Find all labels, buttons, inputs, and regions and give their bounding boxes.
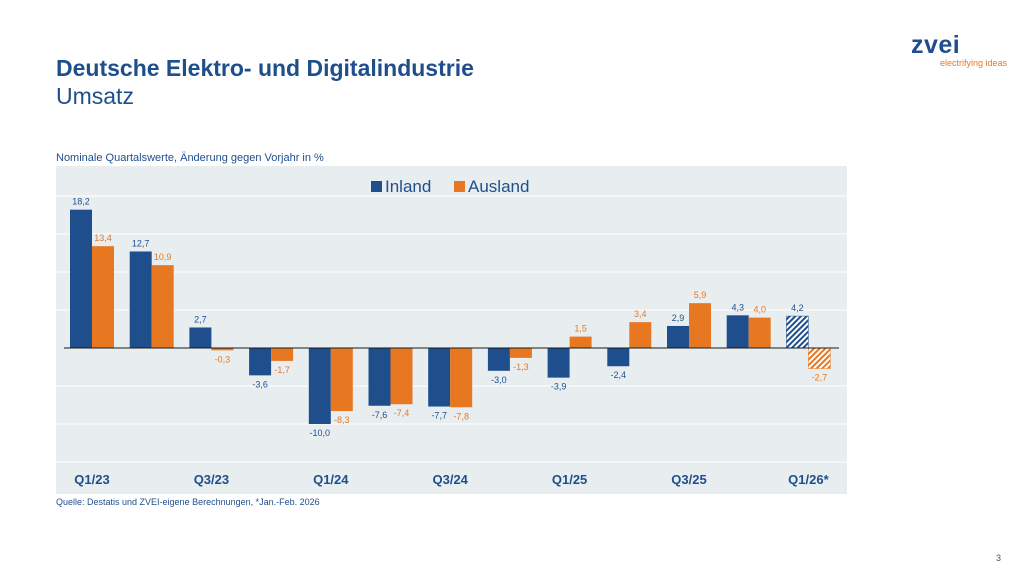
data-label: -3,0 [491,375,507,385]
data-labels: 18,2 13,4 12,7 10,9 2,7 -0,3 -3,6 -1,7 -10,0-8,3… [72,197,827,438]
data-label: -3,9 [551,382,567,392]
data-label: -7,6 [372,410,388,420]
data-label: -7,7 [431,411,447,421]
x-tick-label: Q3/25 [671,472,706,487]
bar-inland [368,348,391,406]
data-label: -7,4 [394,408,410,418]
page-number: 3 [996,553,1002,563]
bar-inland [428,348,451,407]
logo-wordmark: zvei [911,31,961,59]
data-label: -7,8 [453,411,469,421]
data-label: -8,3 [334,415,350,425]
data-label: -1,7 [274,365,290,375]
bar-inland [607,348,630,367]
bar-inland [786,315,809,349]
legend-swatch-inland [371,181,382,192]
chart-caption: Nominale Quartalswerte, Änderung gegen V… [56,152,324,164]
bar-inland [70,209,92,348]
bar-ausland [390,348,413,405]
data-label: -10,0 [310,428,331,438]
bar-ausland [450,348,473,408]
bar-ausland [92,246,114,348]
data-label: 10,9 [154,252,172,262]
data-label: 13,4 [94,233,112,243]
bar-inland [189,327,212,348]
x-tick-label: Q1/23 [74,472,109,487]
data-label: 5,9 [694,290,707,300]
data-label: 3,4 [634,309,647,319]
data-label: 18,2 [72,197,90,207]
x-tick-label: Q1/26* [788,472,829,487]
bar-ausland [569,336,592,348]
data-label: 2,9 [672,313,685,323]
plot-background [56,166,847,494]
legend-label-inland: Inland [385,177,431,196]
bars [64,209,839,424]
bar-chart: 18,2 13,4 12,7 10,9 2,7 -0,3 -3,6 -1,7 -10,0-8,3… [56,166,847,494]
data-label: -0,3 [215,354,231,364]
bar-ausland [689,303,711,348]
bar-inland [726,315,749,348]
data-label: 2,7 [194,314,207,324]
x-axis-ticks: Q1/23 Q3/23 Q1/24 Q3/24 Q1/25 Q3/25 Q1/26* [74,472,829,487]
data-label: -1,3 [513,362,529,372]
bar-inland [308,348,331,424]
page-title: Deutsche Elektro- und Digitalindustrie [56,55,474,81]
data-label: 12,7 [132,238,150,248]
bar-inland [547,348,570,378]
legend: Inland Ausland [371,177,529,196]
bar-ausland [808,347,831,369]
logo-tagline: electrifying ideas [940,58,1008,68]
bar-ausland [748,317,771,348]
data-label: -2,7 [812,373,828,383]
x-tick-label: Q3/23 [194,472,229,487]
bar-ausland [211,348,234,351]
bar-ausland [509,348,532,358]
data-label: 4,3 [731,302,744,312]
page-subtitle: Umsatz [56,83,134,109]
source-note: Quelle: Destatis und ZVEI-eigene Berechn… [56,497,320,507]
data-label: 4,0 [753,305,766,315]
bar-inland [487,348,510,371]
bar-inland [249,348,272,376]
data-label: 4,2 [791,303,804,313]
x-tick-label: Q3/24 [432,472,468,487]
data-label: -3,6 [252,379,268,389]
legend-swatch-ausland [454,181,465,192]
bar-inland [667,325,689,348]
bar-ausland [330,348,353,412]
x-tick-label: Q1/24 [313,472,349,487]
bar-ausland [271,348,294,361]
legend-label-ausland: Ausland [468,177,529,196]
zvei-logo: zvei electrifying ideas [911,31,1007,68]
data-label: -2,4 [611,370,627,380]
x-tick-label: Q1/25 [552,472,587,487]
data-label: 1,5 [574,324,587,334]
bar-inland [129,251,152,348]
bar-ausland [151,265,174,348]
bar-ausland [629,322,652,348]
